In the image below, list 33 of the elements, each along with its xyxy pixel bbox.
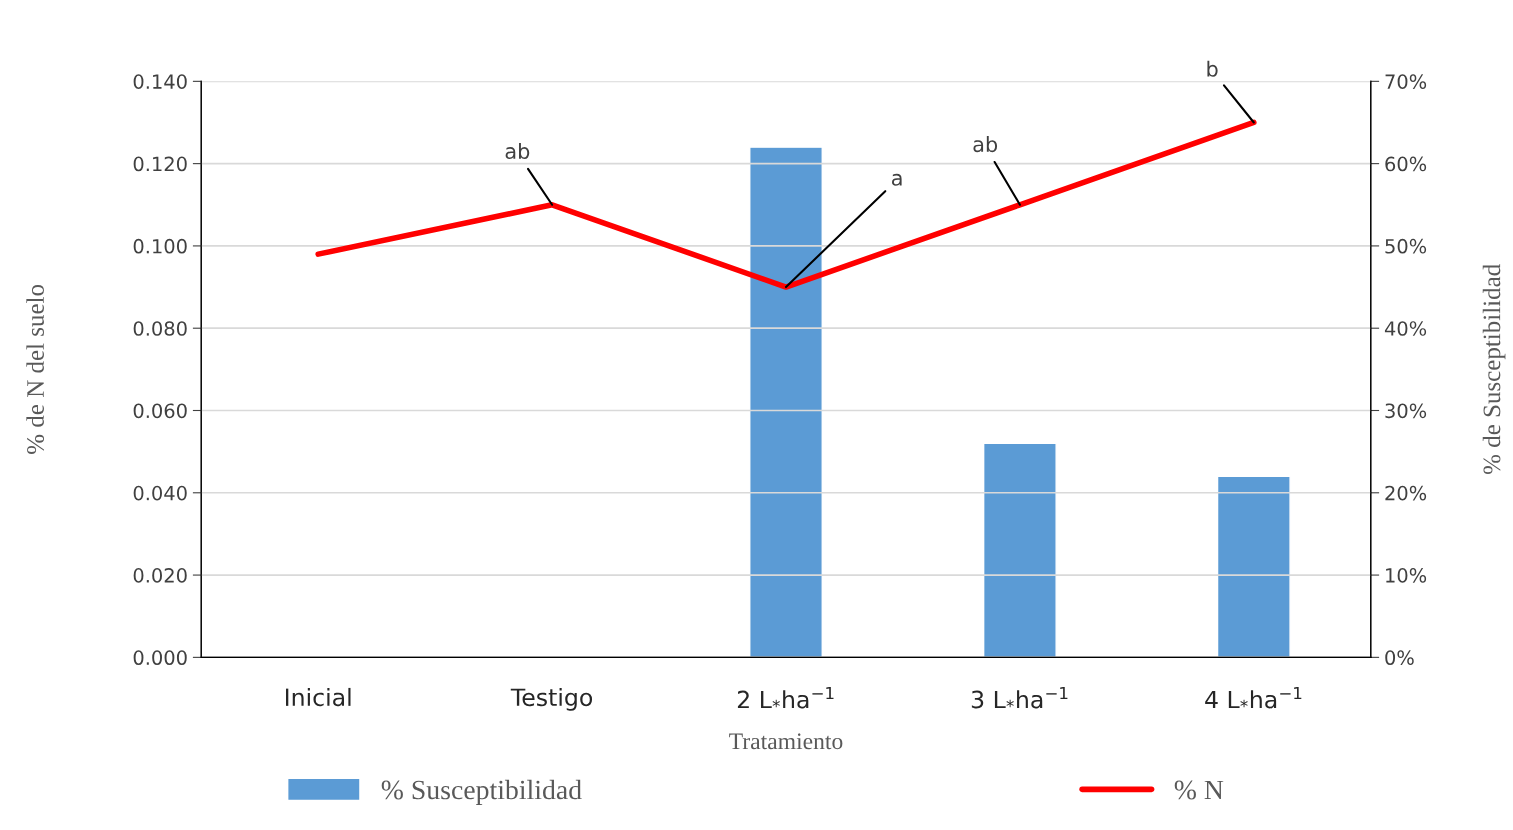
- y2-tick-label: 70%: [1385, 74, 1427, 89]
- y2-tick-label: 60%: [1385, 156, 1427, 172]
- y-axis-title: % de N del suelo: [26, 284, 45, 454]
- y-tick-label: 0.060: [133, 403, 187, 419]
- x-tick-label: Testigo: [510, 687, 593, 711]
- annotation: a: [891, 173, 902, 186]
- bar: [749, 146, 823, 658]
- y2-tick-label: 10%: [1386, 568, 1427, 583]
- x-tick-label: Inicial: [285, 687, 351, 707]
- annotation: ab: [973, 136, 998, 153]
- y2-tick-label: 0%: [1385, 650, 1414, 666]
- x-axis-title: Tratamiento: [729, 733, 843, 750]
- annotation: ab: [505, 142, 530, 160]
- y-tick-label: 0.100: [133, 238, 187, 254]
- y2-tick-label: 50%: [1385, 238, 1427, 254]
- x-tick-label: 4 L$_{*}$ha$^{−1}$: [1205, 687, 1302, 709]
- y-tick-label: 0.140: [133, 74, 187, 89]
- y-tick-label: 0.080: [133, 321, 187, 336]
- y2-tick-label: 20%: [1385, 485, 1427, 501]
- x-tick-label: 2 L$_{*}$ha$^{−1}$: [737, 687, 834, 709]
- y-tick-label: 0.000: [133, 650, 187, 666]
- x-tick-label: 3 L$_{*}$ha$^{−1}$: [971, 687, 1068, 709]
- y-tick-label: 0.040: [133, 485, 187, 501]
- legend-label: % Susceptibilidad: [381, 779, 582, 805]
- bar: [1216, 475, 1291, 658]
- y2-axis-title: % de Susceptibilidad: [1482, 264, 1506, 475]
- bar: [982, 442, 1057, 658]
- y2-tick-label: 30%: [1385, 403, 1427, 419]
- annotation: b: [1207, 60, 1218, 77]
- y-tick-label: 0.120: [133, 156, 187, 172]
- y2-tick-label: 40%: [1384, 321, 1427, 336]
- y-tick-label: 0.020: [133, 568, 187, 583]
- legend-label: % N: [1174, 780, 1224, 800]
